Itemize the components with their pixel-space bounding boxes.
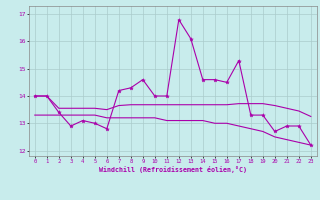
X-axis label: Windchill (Refroidissement éolien,°C): Windchill (Refroidissement éolien,°C) bbox=[99, 166, 247, 173]
